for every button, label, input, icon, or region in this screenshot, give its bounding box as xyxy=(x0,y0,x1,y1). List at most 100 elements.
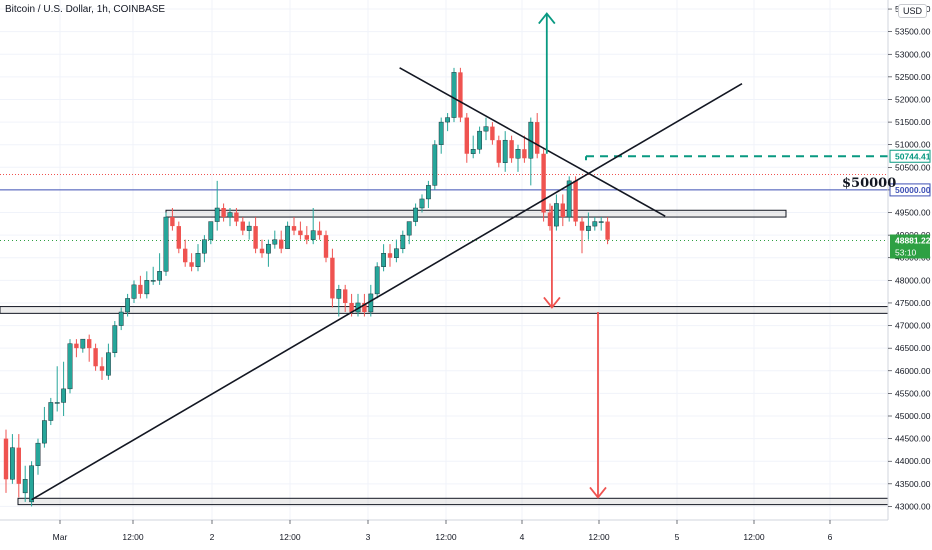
candle xyxy=(105,343,111,380)
candle xyxy=(16,434,21,498)
price-tick-label: 44000.00 xyxy=(895,456,931,466)
round-number-badge: 50000.00 xyxy=(895,185,931,195)
candle-body xyxy=(515,149,521,159)
price-tick-label: 52500.00 xyxy=(895,72,931,82)
candle-body xyxy=(35,442,41,466)
candle-body xyxy=(234,212,239,222)
candle xyxy=(246,221,252,240)
time-tick-label: 4 xyxy=(520,532,525,542)
candle-body xyxy=(330,257,335,299)
price-tick-label: 46500.00 xyxy=(895,343,931,353)
price-tick-label: 50500.00 xyxy=(895,162,931,172)
candle-body xyxy=(253,226,258,249)
candle xyxy=(163,212,169,276)
candle xyxy=(573,176,578,227)
candle xyxy=(125,293,131,317)
candle xyxy=(579,217,585,254)
arrow-head xyxy=(538,12,556,25)
candle-body xyxy=(464,117,469,154)
candle xyxy=(400,230,406,254)
last-price-badge-bg xyxy=(890,234,930,259)
candle-body xyxy=(381,253,386,267)
candle-body xyxy=(496,140,501,163)
time-tick-label: 12:00 xyxy=(743,532,765,542)
candle xyxy=(22,465,28,502)
price-tick-label: 46000.00 xyxy=(895,366,931,376)
price-tick-label: 43000.00 xyxy=(895,501,931,511)
candle xyxy=(317,221,322,240)
candle-body xyxy=(413,207,418,222)
candle-body xyxy=(16,447,21,484)
candle-body xyxy=(42,420,47,444)
candle-body xyxy=(502,139,508,163)
candle xyxy=(387,244,393,267)
candles xyxy=(3,67,610,507)
time-tick-label: 12:00 xyxy=(279,532,301,542)
candle-body xyxy=(541,153,546,213)
candle xyxy=(240,217,245,236)
candle-body xyxy=(138,284,143,294)
candle xyxy=(138,275,143,299)
candle-body xyxy=(387,253,393,258)
time-tick-label: Mar xyxy=(53,532,68,542)
bullish-target-arrow xyxy=(538,12,556,154)
time-tick-label: 12:00 xyxy=(122,532,144,542)
candle-body xyxy=(298,230,303,236)
candle xyxy=(74,339,79,358)
candle-body xyxy=(343,289,348,303)
candle-body xyxy=(99,366,105,371)
candle xyxy=(157,253,162,285)
candle xyxy=(592,217,598,231)
candle-body xyxy=(157,271,162,281)
candle-body xyxy=(279,239,284,249)
candle-body xyxy=(432,144,438,186)
candle-body xyxy=(349,302,354,312)
candle xyxy=(285,221,290,249)
candle xyxy=(3,429,9,493)
candle xyxy=(464,113,469,163)
candle xyxy=(374,262,380,299)
currency-badge[interactable]: USD xyxy=(898,4,928,18)
candle-body xyxy=(362,302,367,312)
candle xyxy=(477,126,482,154)
candle-body xyxy=(598,221,604,223)
time-tick-label: 12:00 xyxy=(435,532,457,542)
candle xyxy=(438,117,444,154)
candle xyxy=(80,338,86,353)
price-tick-label: 52000.00 xyxy=(895,94,931,104)
price-tick-label: 51500.00 xyxy=(895,117,931,127)
candle-body xyxy=(317,230,322,236)
candle xyxy=(87,334,92,362)
candle-body xyxy=(54,402,60,404)
target-price-badge-bg xyxy=(889,149,931,163)
candle-body xyxy=(579,221,585,231)
candle xyxy=(61,361,67,416)
candle-body xyxy=(451,72,457,118)
arrow-head xyxy=(543,296,561,309)
candle xyxy=(304,226,309,245)
candle xyxy=(426,180,431,208)
candle-body xyxy=(438,121,444,145)
candle-body xyxy=(150,280,156,282)
candle-body xyxy=(266,243,271,254)
candle xyxy=(272,230,278,249)
time-axis: Mar 12:00 2 12:00 3 12:00 4 12:00 5 12:00 6 xyxy=(0,519,888,550)
ascending-trendline xyxy=(31,82,743,501)
candle-body xyxy=(227,212,233,218)
candle xyxy=(310,208,316,245)
candle-body xyxy=(605,221,610,240)
candle xyxy=(490,122,495,145)
time-tick-label: 3 xyxy=(366,532,371,542)
candle xyxy=(445,113,450,132)
candle-body xyxy=(323,235,329,258)
candle-body xyxy=(586,225,591,231)
candle xyxy=(522,135,527,163)
candle xyxy=(279,230,284,254)
candle-body xyxy=(201,239,207,254)
candle xyxy=(42,406,47,448)
candle-body xyxy=(547,212,553,227)
candle xyxy=(131,280,137,303)
candle-body xyxy=(131,284,137,299)
resistance-zone xyxy=(165,209,787,218)
